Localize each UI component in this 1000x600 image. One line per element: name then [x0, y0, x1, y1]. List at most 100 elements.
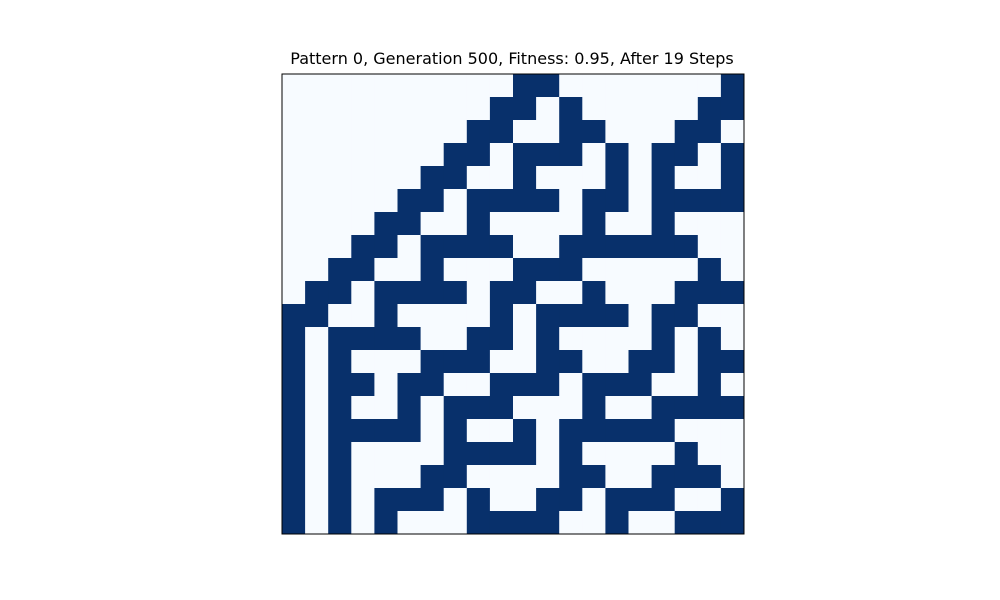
heatmap-cell	[674, 258, 699, 282]
heatmap-cell	[628, 235, 652, 259]
heatmap-cell	[420, 143, 445, 167]
heatmap-cell	[443, 281, 468, 305]
heatmap-cell	[559, 373, 583, 397]
heatmap-cell	[374, 143, 398, 167]
heatmap-cell	[397, 120, 421, 144]
heatmap-cell	[489, 281, 514, 305]
heatmap-cell	[374, 281, 398, 305]
heatmap-cell	[305, 120, 329, 144]
heatmap-cell	[720, 327, 745, 351]
heatmap-cell	[559, 327, 583, 351]
heatmap-cell	[559, 304, 583, 328]
heatmap-cell	[282, 212, 306, 236]
heatmap-cell	[720, 74, 745, 98]
heatmap-cell	[628, 511, 652, 535]
heatmap-cell	[582, 143, 606, 167]
heatmap-cell	[328, 143, 352, 167]
heatmap-cell	[536, 488, 560, 512]
heatmap-cell	[351, 373, 375, 397]
heatmap-cell	[674, 281, 699, 305]
heatmap-cell	[397, 166, 421, 190]
heatmap-cell	[697, 488, 722, 512]
heatmap-cell	[374, 97, 398, 121]
heatmap-cell	[720, 350, 745, 374]
heatmap-cell	[305, 143, 329, 167]
heatmap-cell	[651, 166, 676, 190]
heatmap-cell	[513, 465, 537, 489]
heatmap-cell	[513, 235, 537, 259]
heatmap-cell	[282, 97, 306, 121]
heatmap-cell	[697, 465, 722, 489]
heatmap-cell	[397, 281, 421, 305]
heatmap-cell	[374, 465, 398, 489]
heatmap-cell	[305, 511, 329, 535]
heatmap-cell	[582, 166, 606, 190]
heatmap-cell	[674, 166, 699, 190]
heatmap-cell	[466, 212, 491, 236]
heatmap-cell	[443, 419, 468, 443]
heatmap-cell	[489, 235, 514, 259]
heatmap-cell	[397, 304, 421, 328]
heatmap-cell	[513, 304, 537, 328]
heatmap-cell	[420, 396, 445, 420]
heatmap-cell	[374, 327, 398, 351]
heatmap-cell	[628, 281, 652, 305]
heatmap-cell	[513, 327, 537, 351]
heatmap-cell	[420, 120, 445, 144]
heatmap-cell	[489, 166, 514, 190]
heatmap-cell	[697, 511, 722, 535]
heatmap-cell	[697, 74, 722, 98]
heatmap-cell	[351, 74, 375, 98]
heatmap-cell	[397, 511, 421, 535]
heatmap-cell	[628, 97, 652, 121]
heatmap-cell	[443, 304, 468, 328]
heatmap-cell	[582, 212, 606, 236]
heatmap-cell	[420, 258, 445, 282]
heatmap-cell	[420, 419, 445, 443]
heatmap-cell	[513, 350, 537, 374]
heatmap-cell	[559, 281, 583, 305]
heatmap-cell	[282, 373, 306, 397]
heatmap-cell	[420, 189, 445, 213]
heatmap-cell	[374, 396, 398, 420]
heatmap-cell	[582, 304, 606, 328]
heatmap-cell	[351, 465, 375, 489]
heatmap-cell	[328, 166, 352, 190]
heatmap-cell	[605, 281, 629, 305]
heatmap-cell	[651, 258, 676, 282]
heatmap-cell	[697, 212, 722, 236]
heatmap-cell	[582, 327, 606, 351]
heatmap-cell	[628, 373, 652, 397]
heatmap-cell	[674, 120, 699, 144]
heatmap-cell	[305, 189, 329, 213]
heatmap-cell	[397, 488, 421, 512]
heatmap-cell	[697, 120, 722, 144]
heatmap-cell	[282, 304, 306, 328]
heatmap-cell	[374, 511, 398, 535]
heatmap-cell	[651, 281, 676, 305]
heatmap-cell	[282, 143, 306, 167]
heatmap-cell	[674, 143, 699, 167]
heatmap-cell	[536, 235, 560, 259]
heatmap-cell	[720, 212, 745, 236]
heatmap-cell	[328, 511, 352, 535]
heatmap-cell	[697, 281, 722, 305]
heatmap-cell	[443, 143, 468, 167]
heatmap-cell	[582, 465, 606, 489]
heatmap-cell	[305, 235, 329, 259]
heatmap-cell	[605, 97, 629, 121]
heatmap-cell	[605, 304, 629, 328]
heatmap-cell	[466, 350, 491, 374]
heatmap-cell	[397, 419, 421, 443]
heatmap-cell	[328, 396, 352, 420]
heatmap-cell	[328, 488, 352, 512]
heatmap-cell	[420, 281, 445, 305]
heatmap-cell	[466, 235, 491, 259]
heatmap-cell	[674, 373, 699, 397]
heatmap-cell	[674, 465, 699, 489]
heatmap-cell	[628, 465, 652, 489]
heatmap-cell	[443, 212, 468, 236]
heatmap-cell	[536, 396, 560, 420]
heatmap-cell	[582, 442, 606, 466]
heatmap-cell	[466, 396, 491, 420]
